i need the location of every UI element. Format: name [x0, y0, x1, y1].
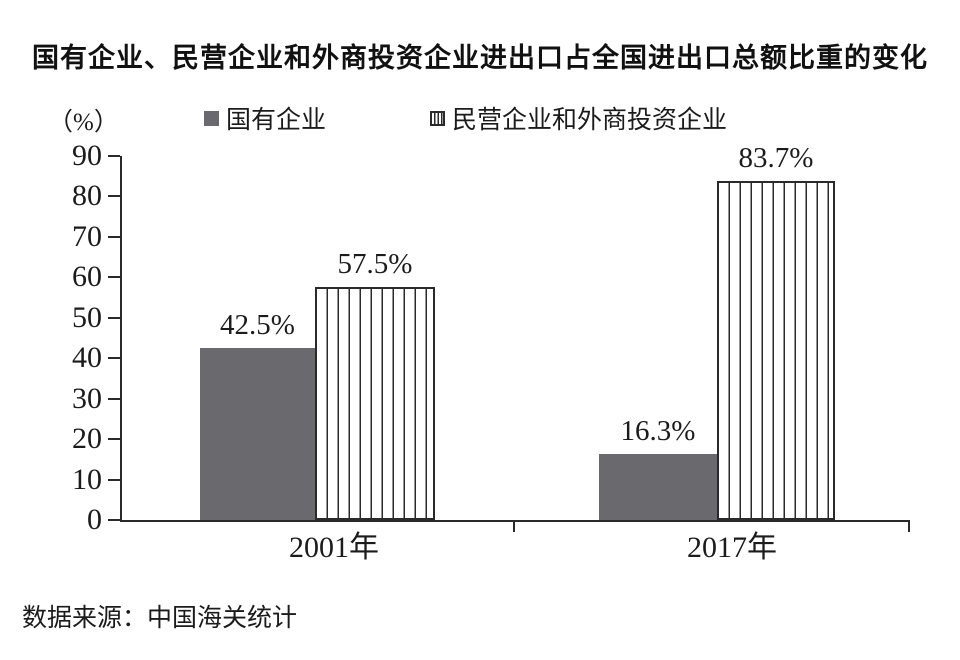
y-axis-tick-label: 10: [72, 462, 102, 496]
bar-striped-2001年: [315, 287, 435, 520]
y-axis-tick: [108, 478, 120, 481]
x-axis-tick: [908, 520, 910, 532]
y-axis-tick: [108, 316, 120, 319]
bar-solid-2017年: [599, 454, 717, 520]
y-axis-unit-label: （%）: [48, 109, 119, 136]
y-axis-tick: [108, 397, 120, 400]
y-axis-tick-label: 80: [72, 179, 102, 213]
legend-label-state-owned: 国有企业: [226, 107, 327, 134]
bar-solid-2001年: [200, 348, 315, 520]
source-note: 数据来源：中国海关统计: [22, 605, 298, 632]
y-axis-tick: [108, 195, 120, 198]
y-axis-tick-label: 30: [72, 381, 102, 415]
plot-area: 0 10 20 30 40 50 60 70 80 90 42.5% 57.5% 16.3% 83.7% 2…: [72, 141, 910, 564]
x-axis-tick: [513, 520, 515, 532]
y-axis-tick-label: 60: [72, 260, 102, 294]
y-axis-tick: [108, 519, 120, 521]
y-axis-tick: [108, 357, 120, 360]
y-axis-tick-label: 0: [87, 503, 102, 536]
y-axis-tick-label: 50: [72, 300, 102, 334]
y-axis-tick-label: 70: [72, 219, 102, 253]
x-axis-category-label: 2017年: [687, 531, 777, 564]
value-label-striped-2001年: 57.5%: [337, 248, 413, 281]
y-axis-tick: [108, 235, 120, 238]
y-axis-tick: [108, 438, 120, 441]
legend-swatch-solid-icon: [204, 110, 219, 126]
y-axis-tick-label: 20: [72, 422, 102, 456]
x-axis-category-label: 2001年: [289, 531, 379, 564]
legend-item-private-foreign: 民营企业和外商投资企业: [430, 102, 727, 134]
value-label-solid-2017年: 16.3%: [620, 415, 696, 448]
chart-title: 国有企业、民营企业和外商投资企业进出口占全国进出口总额比重的变化: [32, 43, 928, 73]
y-axis-tick: [108, 276, 120, 279]
bar-striped-2017年: [717, 181, 835, 520]
legend-label-private-foreign: 民营企业和外商投资企业: [452, 107, 728, 134]
y-axis-tick-label: 90: [72, 139, 102, 172]
legend-item-state-owned: 国有企业: [204, 102, 326, 134]
y-axis-tick-label: 40: [72, 341, 102, 375]
legend-swatch-striped-icon: [430, 110, 445, 126]
y-axis-tick: [108, 155, 120, 157]
value-label-solid-2001年: 42.5%: [220, 309, 295, 342]
value-label-striped-2017年: 83.7%: [738, 142, 814, 175]
